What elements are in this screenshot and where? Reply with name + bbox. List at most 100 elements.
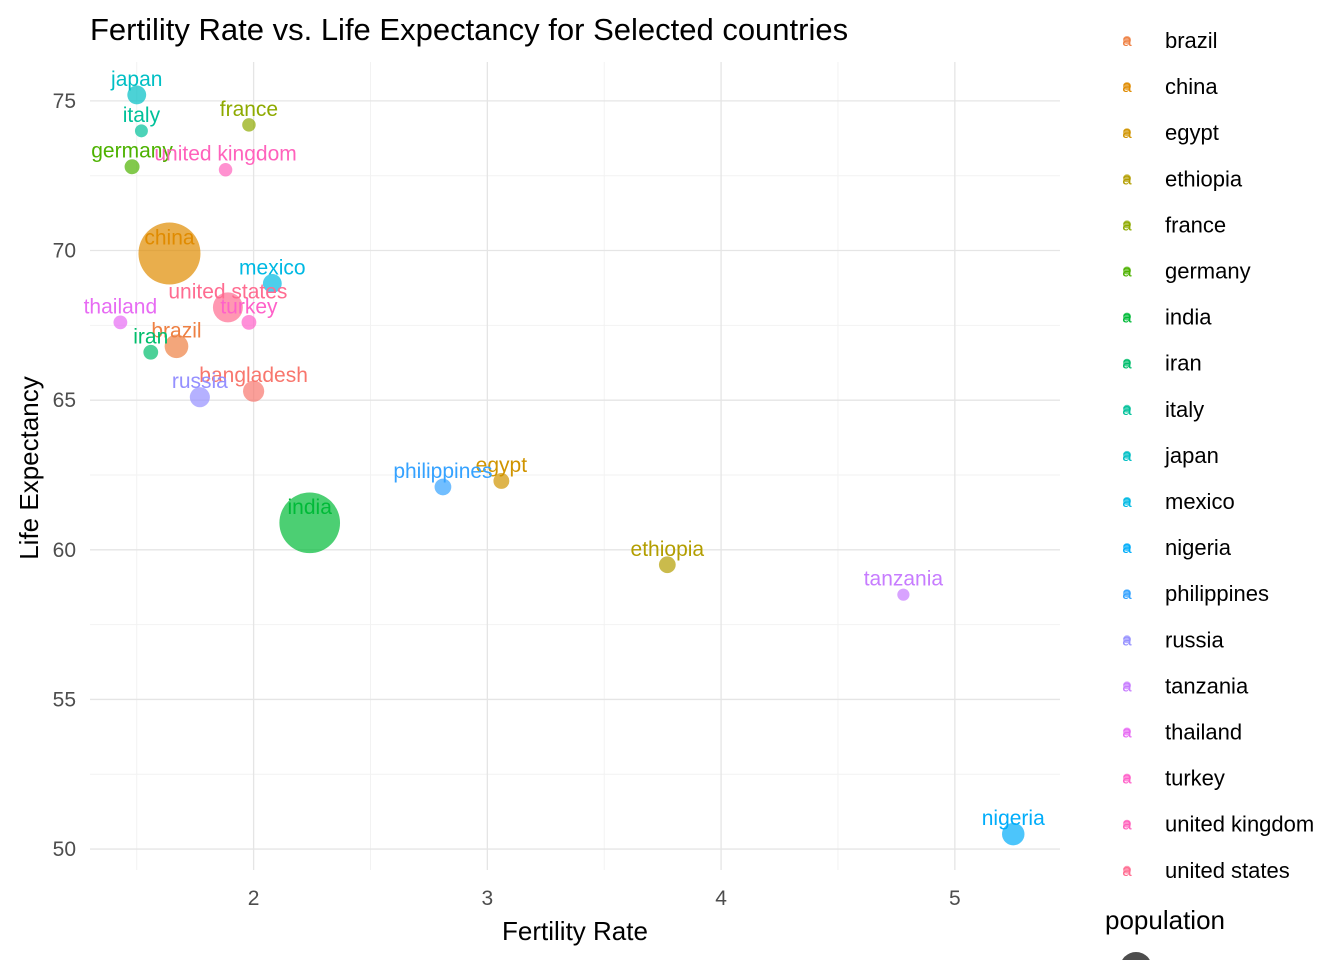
- legend-key-dot: [1123, 404, 1131, 413]
- data-point: [143, 344, 159, 360]
- data-point: [658, 556, 676, 574]
- legend-key-dot: [1123, 819, 1131, 828]
- legend-key-letter: a: [1122, 861, 1132, 880]
- y-tick-label: 60: [53, 539, 76, 562]
- legend-key-letter: a: [1122, 676, 1132, 695]
- legend-key-dot: [1123, 727, 1131, 736]
- data-point: [212, 292, 243, 323]
- legend-key-dot: [1123, 681, 1131, 690]
- data-points: [113, 85, 1025, 846]
- legend-size-title: population: [1105, 905, 1225, 935]
- y-tick-label: 70: [53, 240, 76, 263]
- data-point: [434, 478, 452, 496]
- legend-key-letter: a: [1122, 723, 1132, 742]
- legend-key-dot: [1123, 450, 1131, 459]
- legend-key-letter: a: [1122, 354, 1132, 373]
- point-label: united states: [168, 280, 287, 303]
- point-label: united kingdom: [154, 143, 296, 166]
- legend-key-letter: a: [1122, 123, 1132, 142]
- data-point: [279, 492, 341, 554]
- legend-key-dot: [1123, 865, 1131, 874]
- legend-label: ethiopia: [1165, 166, 1243, 191]
- legend-label: india: [1165, 305, 1212, 330]
- legend-label: thailand: [1165, 720, 1242, 745]
- legend-key-letter: a: [1122, 538, 1132, 557]
- legend-label: france: [1165, 212, 1226, 237]
- point-labels: bangladesh brazil china egypt ethiopia france…: [84, 68, 1045, 830]
- legend-key-dot: [1123, 773, 1131, 782]
- x-tick-label: 5: [949, 887, 961, 910]
- point-label: russia: [172, 370, 228, 393]
- y-axis-title: Life Expectancy: [14, 376, 44, 560]
- legend-size-key: [1122, 952, 1150, 960]
- legend-key-letter: a: [1122, 77, 1132, 96]
- legend-key-dot: [1123, 36, 1131, 44]
- legend-key-letter: a: [1122, 169, 1132, 188]
- legend-entry: a russia: [1122, 627, 1224, 652]
- point-label: mexico: [239, 256, 306, 279]
- legend-entry: a iran: [1122, 351, 1201, 376]
- data-point: [243, 380, 265, 402]
- data-point: [897, 588, 910, 601]
- legend-label: germany: [1165, 259, 1251, 284]
- legend-entry: a ethiopia: [1122, 166, 1243, 191]
- legend-entry: a thailand: [1122, 720, 1242, 745]
- y-tick-label: 65: [53, 389, 76, 412]
- point-label: japan: [110, 68, 162, 91]
- legend-key-dot: [1123, 312, 1131, 321]
- legend-label: japan: [1164, 443, 1219, 468]
- data-point: [134, 124, 148, 138]
- point-label: germany: [91, 140, 173, 163]
- legend-key-letter: a: [1122, 262, 1132, 281]
- point-label: bangladesh: [199, 364, 308, 387]
- legend-entry: a egypt: [1122, 120, 1219, 145]
- legend-label: china: [1165, 74, 1218, 99]
- legend-entry: a united kingdom: [1122, 812, 1314, 837]
- legend-key-dot: [1123, 174, 1131, 183]
- legend-key-letter: a: [1122, 215, 1132, 234]
- legend-key-letter: a: [1122, 492, 1132, 511]
- legend-entry: a mexico: [1122, 489, 1234, 514]
- legend-key-letter: a: [1122, 584, 1132, 603]
- legend-entry: a tanzania: [1122, 673, 1249, 698]
- point-label: italy: [123, 104, 161, 127]
- point-label: france: [220, 98, 278, 121]
- legend-key-letter: a: [1122, 815, 1132, 834]
- legend-entry: a brazil: [1122, 28, 1217, 53]
- legend-entry: a italy: [1122, 397, 1204, 422]
- y-axis-ticks: 50 55 60 65 70 75: [53, 90, 76, 861]
- legend-entry: a india: [1122, 305, 1212, 330]
- legend-entry: a nigeria: [1122, 535, 1232, 560]
- legend-label: united kingdom: [1165, 812, 1314, 837]
- point-label: turkey: [220, 295, 278, 318]
- legend-label: tanzania: [1165, 673, 1249, 698]
- legend-entry: a philippines: [1122, 581, 1269, 606]
- legend: a brazil a china a egypt a ethiopia a france a germ…: [1122, 28, 1314, 883]
- legend-key-dot: [1123, 358, 1131, 367]
- point-label: egypt: [476, 454, 528, 477]
- x-tick-label: 3: [482, 887, 494, 910]
- data-point: [262, 274, 282, 293]
- legend-key-dot: [1123, 543, 1131, 552]
- x-axis-ticks: 2 3 4 5: [248, 887, 961, 910]
- legend-entry: a turkey: [1122, 766, 1225, 791]
- point-label: india: [288, 496, 333, 519]
- legend-label: russia: [1165, 627, 1224, 652]
- legend-key-letter: a: [1122, 31, 1132, 50]
- legend-key-letter: a: [1122, 446, 1132, 465]
- grid-lines: [90, 62, 1060, 870]
- legend-key-dot: [1123, 128, 1131, 137]
- data-point: [1002, 822, 1025, 846]
- legend-entry: a germany: [1122, 259, 1250, 284]
- legend-label: turkey: [1165, 766, 1225, 791]
- data-point: [164, 334, 189, 359]
- legend-key-dot: [1123, 266, 1131, 275]
- legend-entry: a united states: [1122, 858, 1289, 883]
- legend-key-dot: [1123, 635, 1131, 644]
- legend-label: brazil: [1165, 28, 1218, 53]
- data-point: [113, 315, 128, 330]
- point-label: philippines: [393, 460, 492, 483]
- x-tick-label: 2: [248, 887, 260, 910]
- legend-label: egypt: [1165, 120, 1219, 145]
